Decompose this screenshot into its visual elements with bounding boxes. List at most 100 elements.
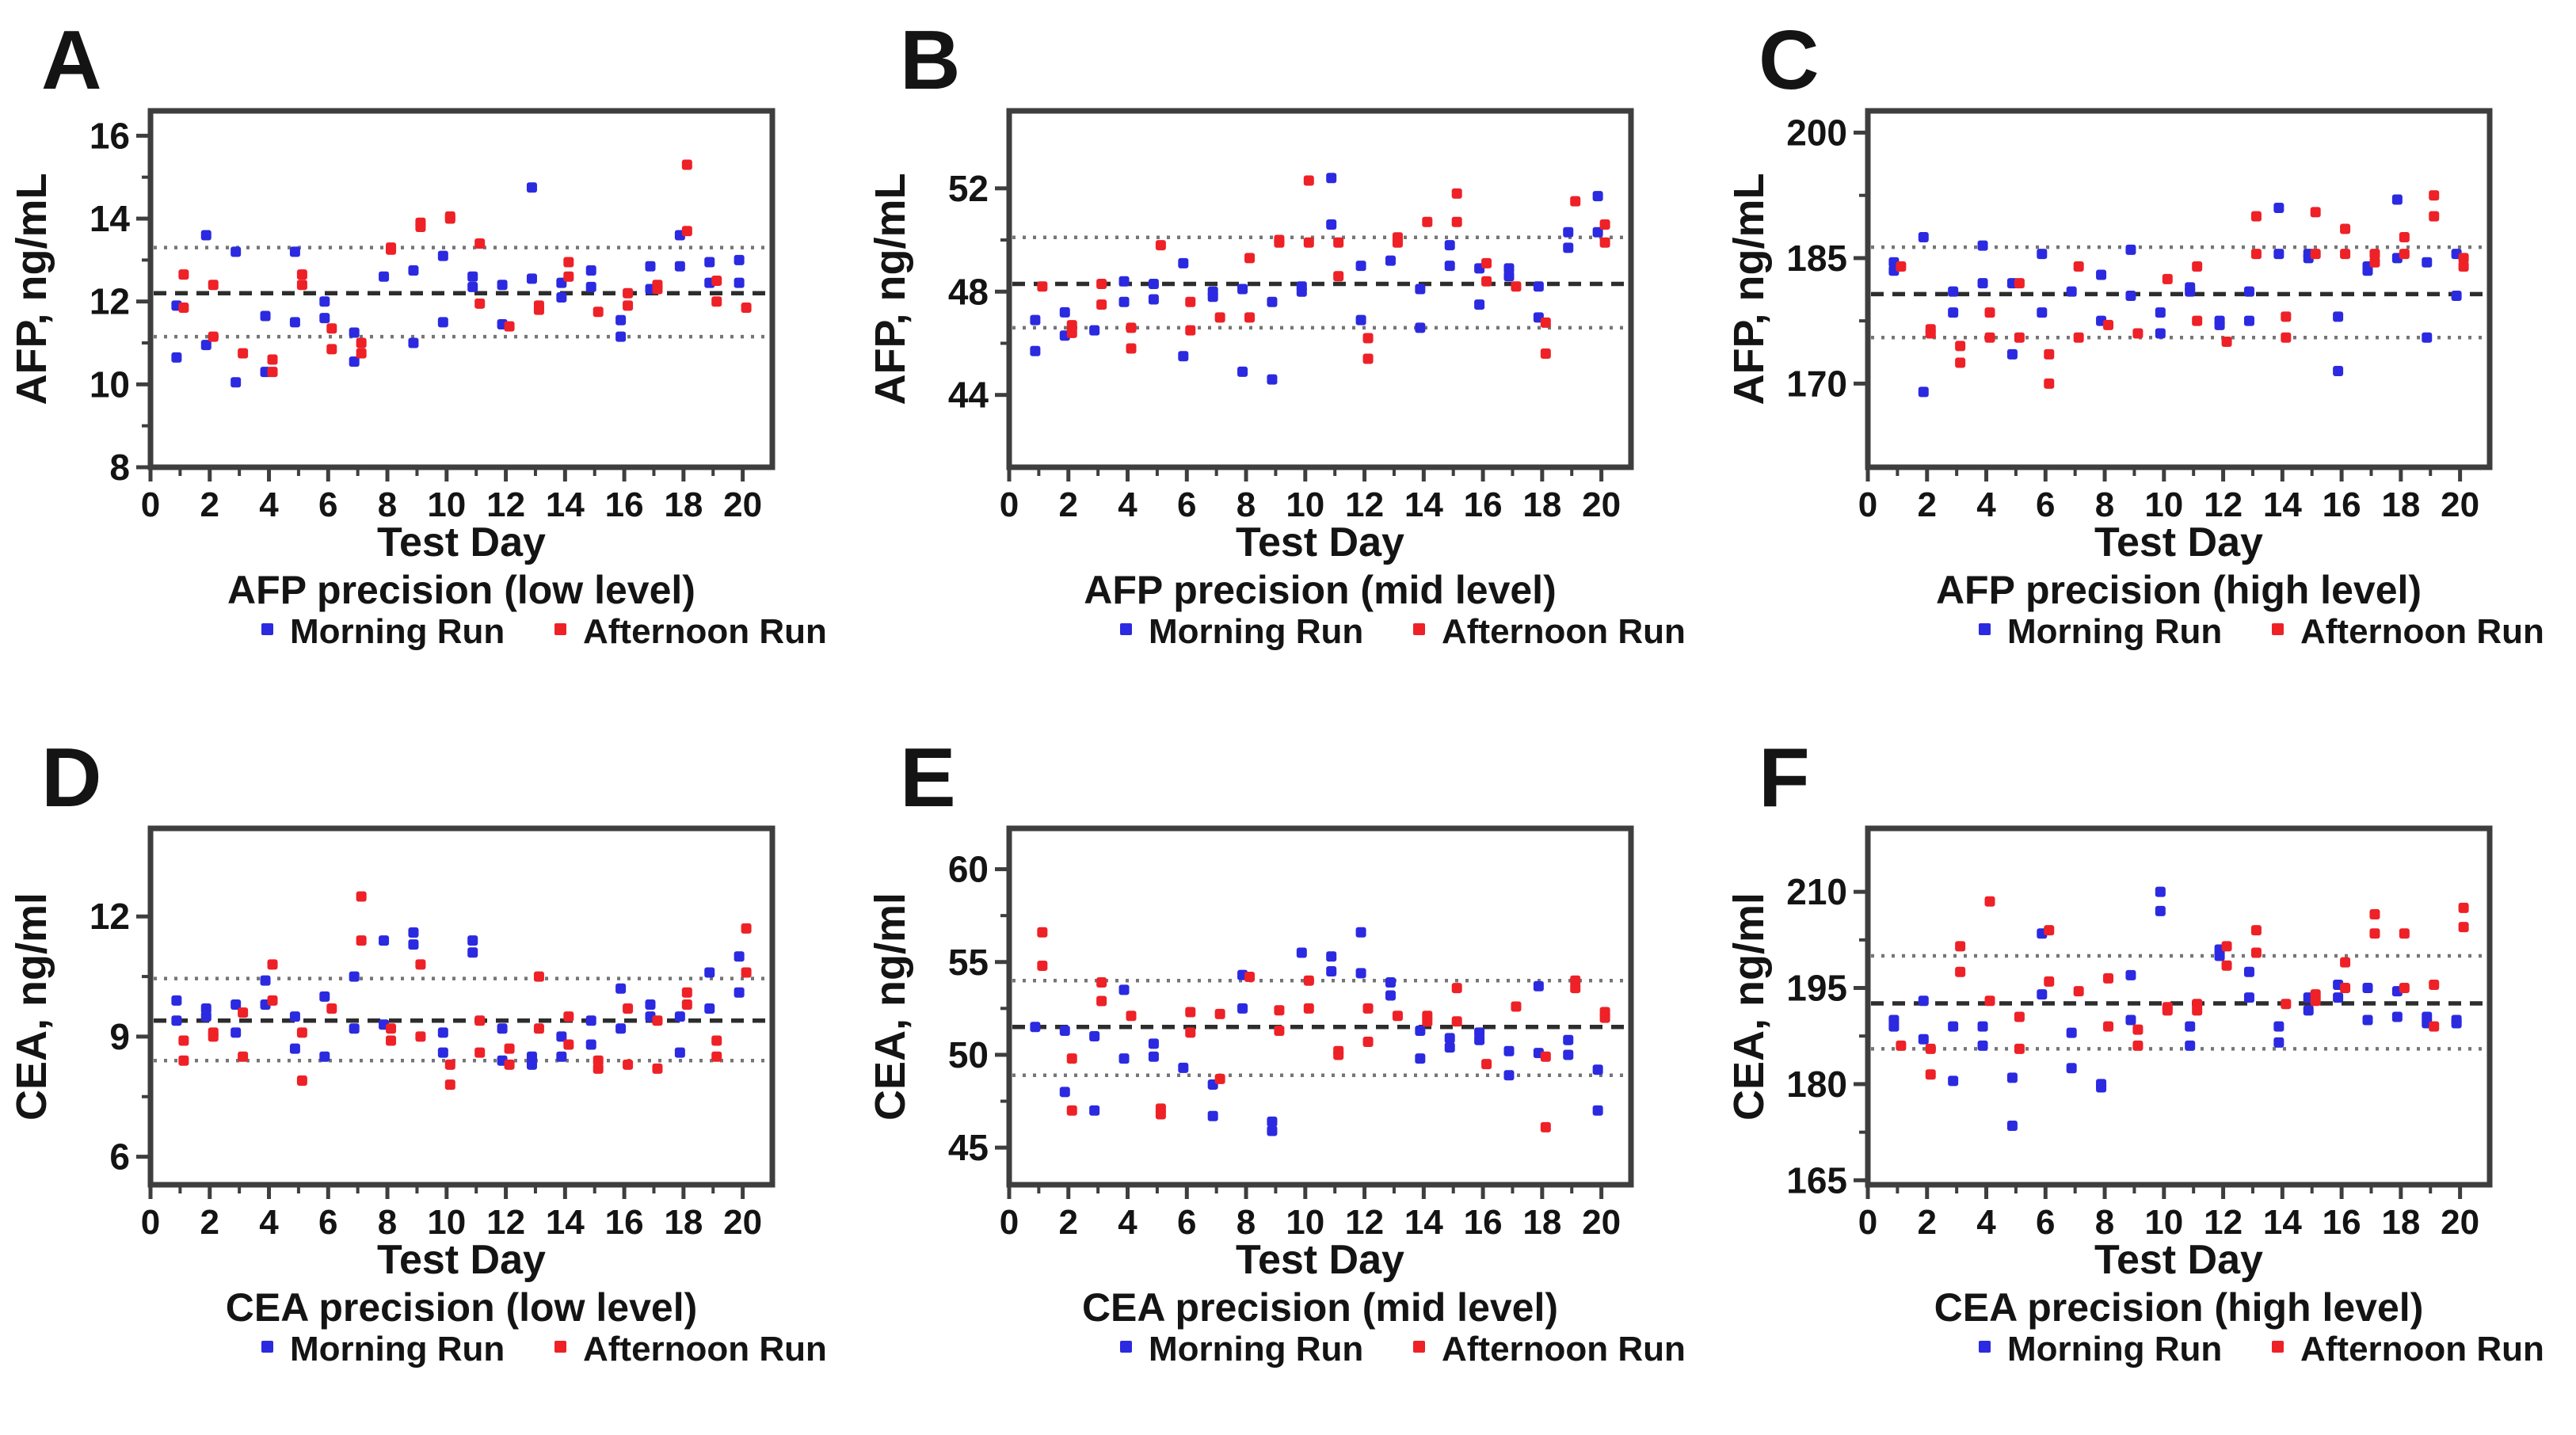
- data-point-afternoon: [2221, 337, 2232, 348]
- data-point-morning: [1444, 1042, 1455, 1053]
- data-point-afternoon: [1422, 216, 1433, 227]
- data-point-morning: [2096, 269, 2107, 280]
- data-point-afternoon: [1451, 1016, 1462, 1027]
- data-point-afternoon: [1214, 1073, 1225, 1084]
- legend-morning-marker-icon: [1120, 1341, 1132, 1353]
- data-point-afternoon: [2281, 311, 2292, 322]
- data-point-afternoon: [2281, 999, 2292, 1010]
- data-point-morning: [349, 971, 360, 982]
- data-point-afternoon: [623, 300, 634, 311]
- data-point-morning: [349, 1023, 360, 1034]
- x-tick-label: 0: [141, 485, 160, 524]
- panel-D: 0 2 4 6 8 10 12 14 16 18 20 6 9 12 D CEA, ng/ml Test Day…: [0, 718, 859, 1435]
- data-point-afternoon: [1955, 966, 1966, 977]
- data-point-morning: [1503, 271, 1515, 282]
- data-point-afternoon: [1955, 341, 1966, 352]
- x-tick-label: 4: [1976, 1203, 1996, 1242]
- panel-A: 0 2 4 6 8 10 12 14 16 18 20 8 10 12 14 16 A AFP, ng/mL Tes…: [0, 0, 859, 718]
- x-tick-label: 16: [1464, 485, 1503, 524]
- x-tick-label: 14: [546, 1203, 585, 1242]
- data-point-morning: [2066, 1063, 2077, 1074]
- data-point-morning: [526, 1051, 537, 1062]
- data-point-afternoon: [1540, 1121, 1551, 1132]
- data-point-afternoon: [1066, 327, 1077, 338]
- data-point-morning: [2125, 244, 2136, 255]
- panel-letter: B: [900, 13, 961, 107]
- data-point-afternoon: [2192, 261, 2203, 272]
- data-point-afternoon: [1896, 1040, 1907, 1051]
- data-point-afternoon: [1037, 281, 1048, 292]
- chart-subtitle: CEA precision (low level): [226, 1285, 698, 1330]
- data-point-morning: [734, 987, 745, 998]
- data-point-morning: [704, 257, 715, 268]
- data-point-morning: [437, 1047, 448, 1058]
- data-point-morning: [556, 1051, 567, 1062]
- data-point-morning: [734, 951, 745, 962]
- data-point-afternoon: [2014, 1043, 2025, 1054]
- y-axis-label: CEA, ng/ml: [867, 893, 914, 1121]
- data-point-morning: [1918, 1033, 1929, 1045]
- data-point-afternoon: [504, 1059, 515, 1070]
- x-tick-label: 2: [200, 485, 219, 524]
- data-point-morning: [289, 317, 300, 328]
- data-point-morning: [615, 1023, 627, 1034]
- data-point-morning: [1326, 951, 1337, 962]
- x-tick-label: 12: [486, 1203, 525, 1242]
- data-point-afternoon: [326, 323, 337, 334]
- data-point-morning: [1948, 286, 1959, 297]
- x-tick-label: 18: [1522, 485, 1561, 524]
- panel-E-chart: 0 2 4 6 8 10 12 14 16 18 20 45 50 55 60 E CEA, ng/ml Test…: [867, 731, 1686, 1368]
- plot-frame: [147, 108, 775, 470]
- data-point-morning: [1355, 927, 1366, 938]
- data-point-afternoon: [2340, 983, 2351, 994]
- data-point-afternoon: [1451, 188, 1462, 199]
- legend-morning-marker-icon: [1979, 1341, 1991, 1353]
- y-axis-label: CEA, ng/ml: [1725, 893, 1773, 1121]
- legend-morning-label: Morning Run: [2007, 1330, 2222, 1368]
- data-point-afternoon: [504, 1043, 515, 1054]
- data-point-afternoon: [386, 244, 397, 255]
- data-point-morning: [260, 975, 271, 986]
- data-point-afternoon: [238, 1051, 249, 1062]
- data-point-afternoon: [296, 269, 307, 280]
- data-point-morning: [408, 927, 419, 938]
- data-point-morning: [2451, 1018, 2462, 1029]
- y-tick-label: 55: [948, 942, 989, 983]
- data-point-afternoon: [2458, 253, 2469, 264]
- panel-E: 0 2 4 6 8 10 12 14 16 18 20 45 50 55 60 E CEA, ng/ml Test…: [859, 718, 1717, 1435]
- x-tick-label: 18: [664, 485, 703, 524]
- data-point-morning: [231, 246, 242, 257]
- data-point-afternoon: [474, 1015, 486, 1026]
- data-point-afternoon: [652, 284, 663, 295]
- x-tick-label: 14: [2263, 485, 2302, 524]
- legend-afternoon-marker-icon: [554, 1341, 566, 1353]
- data-point-afternoon: [563, 257, 574, 268]
- data-point-afternoon: [356, 337, 367, 348]
- data-point-afternoon: [1540, 348, 1551, 360]
- data-point-afternoon: [1481, 257, 1492, 268]
- x-tick-label: 14: [2263, 1203, 2302, 1242]
- data-point-afternoon: [296, 280, 307, 291]
- y-tick-label: 12: [90, 281, 130, 322]
- data-point-morning: [1355, 968, 1366, 979]
- x-tick-label: 10: [1286, 485, 1324, 524]
- data-point-afternoon: [2132, 1024, 2143, 1035]
- data-point-afternoon: [2103, 319, 2114, 330]
- data-point-morning: [734, 277, 745, 288]
- data-point-morning: [1089, 325, 1100, 336]
- chart-subtitle: AFP precision (high level): [1936, 568, 2422, 612]
- data-point-afternoon: [2103, 973, 2114, 984]
- x-tick-label: 16: [2323, 1203, 2361, 1242]
- data-point-morning: [2037, 249, 2048, 260]
- data-point-afternoon: [1303, 237, 1314, 248]
- data-point-afternoon: [563, 271, 574, 282]
- data-point-afternoon: [267, 995, 278, 1006]
- data-point-afternoon: [711, 296, 722, 307]
- y-tick-label: 170: [1786, 363, 1847, 404]
- x-tick-label: 20: [2441, 1203, 2479, 1242]
- data-point-afternoon: [1333, 1049, 1344, 1060]
- data-point-morning: [408, 337, 419, 348]
- x-tick-label: 6: [2036, 1203, 2055, 1242]
- data-point-afternoon: [415, 1031, 426, 1042]
- data-point-afternoon: [1540, 317, 1551, 328]
